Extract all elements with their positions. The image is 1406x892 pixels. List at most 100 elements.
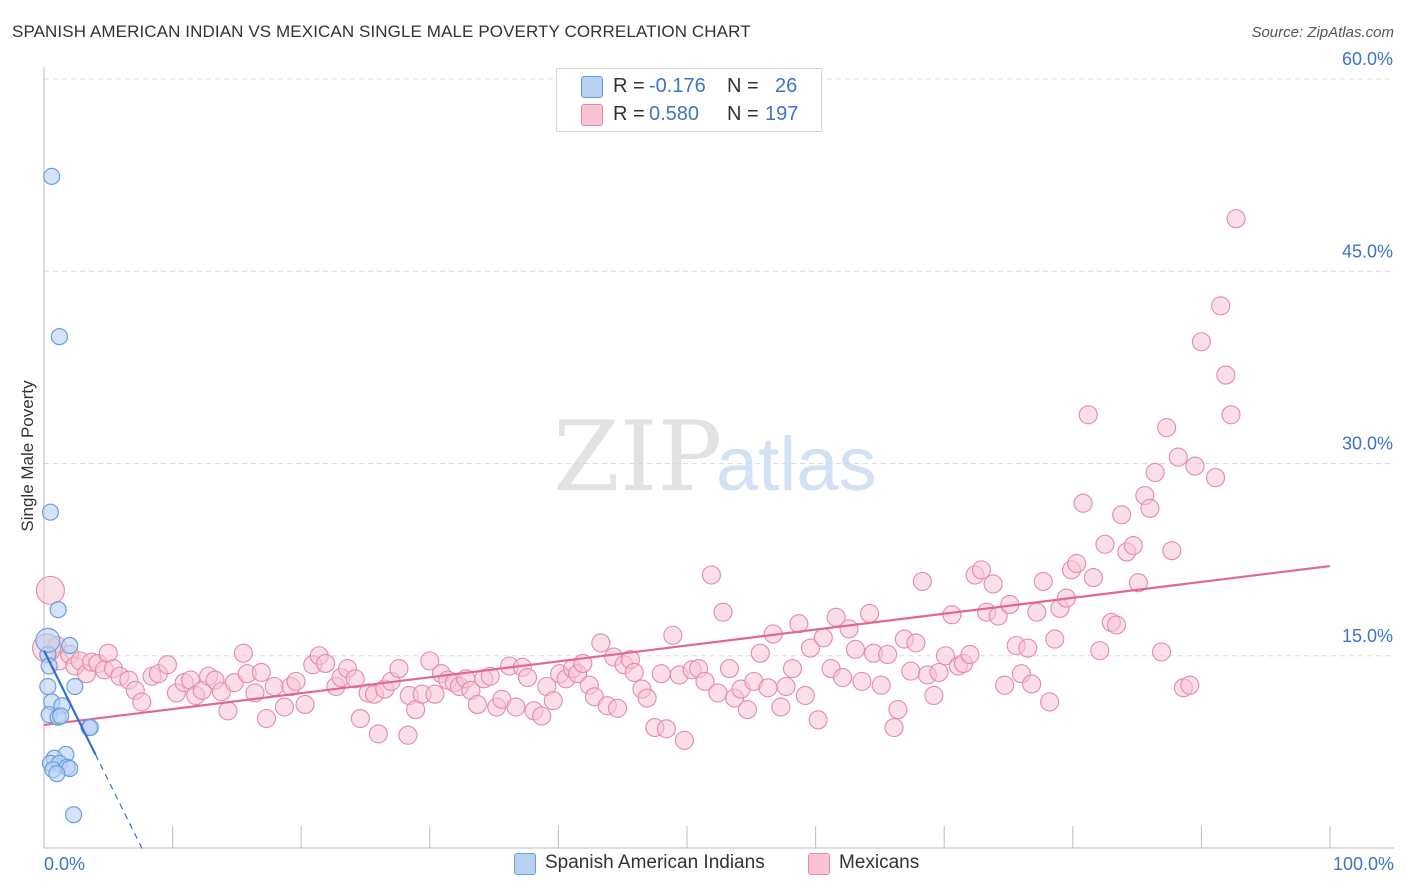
mexicans-point bbox=[1123, 535, 1143, 556]
chart-source: Source: ZipAtlas.com bbox=[1251, 24, 1394, 41]
mexicans-point bbox=[782, 659, 803, 679]
mexicans-point bbox=[995, 675, 1015, 695]
spanish-american-indians-point bbox=[50, 328, 69, 346]
mexicans-point bbox=[624, 662, 644, 682]
mexicans-point bbox=[1083, 568, 1103, 588]
mexicans-point bbox=[1067, 553, 1087, 574]
mexicans-point bbox=[983, 574, 1003, 594]
mexicans-point bbox=[233, 643, 253, 663]
mexicans-point bbox=[674, 730, 694, 750]
mexicans-point bbox=[1226, 209, 1246, 229]
mexicans-point bbox=[839, 619, 859, 639]
mexicans-point bbox=[1027, 602, 1047, 622]
spanish-american-indians-point bbox=[49, 601, 67, 619]
mexicans-point bbox=[1185, 456, 1205, 476]
mexicans-point bbox=[1211, 296, 1231, 316]
mexicans-point bbox=[935, 646, 956, 666]
mexicans-point bbox=[656, 719, 676, 739]
mexicans-point bbox=[1022, 674, 1042, 694]
mexicans-point bbox=[1018, 638, 1038, 658]
legend-swatch-blue bbox=[581, 76, 603, 98]
mexicans-point bbox=[295, 694, 315, 715]
mexicans-point bbox=[912, 571, 932, 591]
mexicans-point bbox=[1073, 493, 1093, 513]
mexicans-point bbox=[942, 605, 962, 625]
mexicans-point bbox=[368, 724, 388, 744]
mexicans-point bbox=[888, 700, 908, 720]
legend-r-label: R = bbox=[613, 75, 645, 97]
mexicans-point bbox=[663, 625, 683, 645]
mexicans-point bbox=[776, 676, 796, 697]
mexicans-point bbox=[860, 603, 880, 624]
mexicans-point bbox=[637, 688, 657, 708]
mexicans-point bbox=[1205, 468, 1226, 488]
mexicans-point bbox=[808, 710, 828, 730]
legend-n-label: N = bbox=[727, 103, 759, 125]
mexicans-point bbox=[591, 633, 611, 653]
mexicans-point bbox=[695, 671, 715, 691]
mexicans-point bbox=[1090, 641, 1110, 661]
mexicans-point bbox=[719, 659, 739, 679]
y-tick-label: 15.0% bbox=[1342, 626, 1393, 646]
mexicans-point bbox=[467, 694, 487, 715]
mexicans-point bbox=[795, 685, 815, 706]
mexicans-point bbox=[608, 698, 628, 718]
spanish-american-indians-point bbox=[41, 503, 60, 521]
mexicans-point bbox=[1078, 405, 1098, 425]
legend-n-label: N = bbox=[727, 75, 759, 97]
mexicans-point bbox=[1151, 642, 1172, 662]
mexicans-point bbox=[901, 661, 921, 681]
mexicans-point bbox=[800, 638, 821, 658]
spanish-american-indians-trend-extension bbox=[94, 754, 144, 851]
legend-swatch-blue bbox=[514, 853, 536, 875]
mexicans-point bbox=[480, 666, 500, 686]
mexicans-point bbox=[274, 697, 295, 717]
legend-swatch-pink bbox=[581, 104, 603, 126]
chart-title: SPANISH AMERICAN INDIAN VS MEXICAN SINGL… bbox=[12, 22, 751, 41]
mexicans-point bbox=[1106, 615, 1127, 635]
spanish-american-indians-point bbox=[66, 677, 84, 696]
mexicans-point bbox=[345, 669, 365, 689]
mexicans-point bbox=[132, 692, 152, 712]
mexicans-point bbox=[264, 676, 284, 697]
mexicans-point bbox=[852, 671, 872, 691]
mexicans-point bbox=[929, 662, 949, 682]
mexicans-point bbox=[218, 701, 238, 721]
mexicans-point bbox=[157, 655, 178, 675]
mexicans-point bbox=[543, 691, 563, 711]
spanish-american-indians-point bbox=[39, 677, 57, 696]
spanish-american-indians-point bbox=[48, 765, 66, 783]
mexicans-point bbox=[906, 633, 926, 653]
mexicans-point bbox=[871, 675, 891, 695]
mexicans-point bbox=[701, 565, 721, 585]
mexicans-point bbox=[1157, 418, 1177, 438]
legend-r-value: -0.176 bbox=[649, 75, 706, 97]
mexicans-point bbox=[813, 628, 833, 648]
watermark-atlas: atlas bbox=[716, 422, 877, 507]
mexicans-point bbox=[420, 651, 440, 671]
mexicans-point bbox=[960, 644, 980, 665]
legend-r-label: R = bbox=[613, 103, 645, 125]
mexicans-point bbox=[833, 667, 853, 688]
mexicans-point bbox=[651, 664, 671, 684]
mexicans-point bbox=[1040, 692, 1060, 712]
mexicans-point bbox=[713, 602, 733, 622]
spanish-american-indians-point bbox=[61, 636, 79, 655]
watermark-zip: ZIP bbox=[553, 401, 722, 513]
y-tick-label: 45.0% bbox=[1342, 241, 1393, 261]
mexicans-point bbox=[1191, 332, 1211, 352]
mexicans-point bbox=[1145, 462, 1165, 483]
mexicans-point bbox=[758, 678, 778, 698]
spanish-american-indians-point bbox=[43, 167, 61, 186]
mexicans-point bbox=[1168, 447, 1188, 467]
x-tick-label: 100.0% bbox=[1333, 854, 1394, 874]
mexicans-point bbox=[1112, 505, 1132, 525]
mexicans-point bbox=[924, 685, 944, 706]
mexicans-point bbox=[1216, 365, 1236, 385]
legend-swatch-pink bbox=[808, 853, 830, 875]
mexicans-point bbox=[1095, 534, 1115, 554]
mexicans-point bbox=[1221, 405, 1241, 425]
mexicans-point bbox=[971, 560, 992, 580]
mexicans-point bbox=[350, 709, 370, 729]
mexicans-point bbox=[506, 697, 526, 717]
